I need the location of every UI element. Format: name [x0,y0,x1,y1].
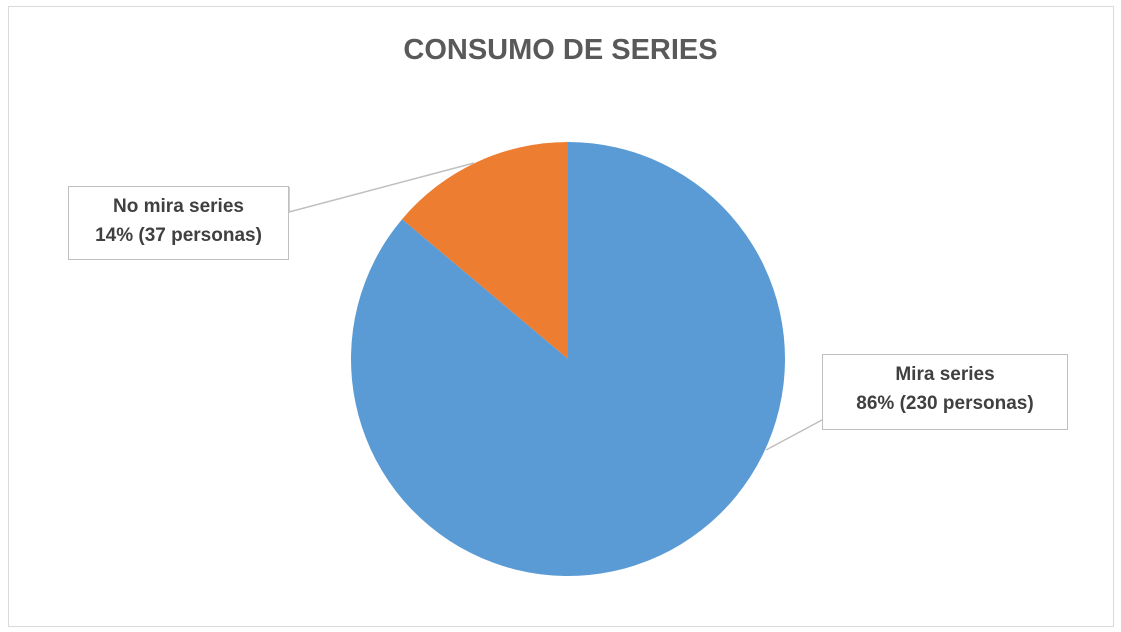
data-label-category: Mira series [895,364,995,385]
data-label-mira-series: Mira series 86% (230 personas) [822,354,1068,430]
leader-line-no-mira-series [288,162,475,213]
data-label-category: No mira series [113,196,244,217]
data-label-no-mira-series: No mira series 14% (37 personas) [68,186,289,260]
pie-slice-no-mira-series [402,142,568,359]
data-label-value: 86% (230 personas) [856,393,1034,414]
data-label-value: 14% (37 personas) [95,225,262,246]
chart-title: CONSUMO DE SERIES [403,34,718,66]
pie-slice-mira-series [350,142,786,576]
leader-line-mira-series [765,419,823,451]
